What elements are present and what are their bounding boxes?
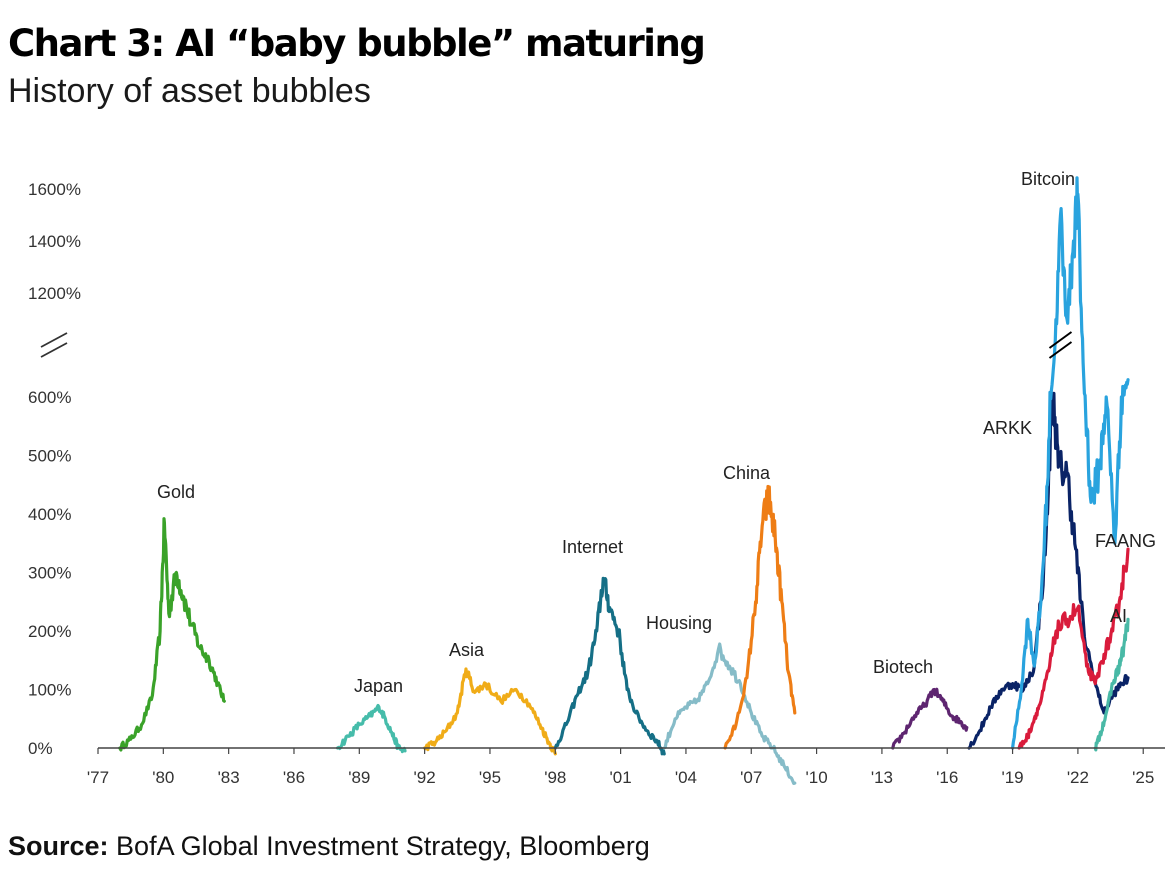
y-tick-label: 300% <box>28 564 71 583</box>
x-tick-label: '83 <box>218 768 240 787</box>
page-subtitle: History of asset bubbles <box>8 72 371 110</box>
label-layer: Gold Japan Asia Internet Housing China Biotech… <box>157 169 1156 696</box>
series-line-housing <box>662 642 797 785</box>
series-label-faang: FAANG <box>1095 531 1156 551</box>
series-label-internet: Internet <box>562 537 623 557</box>
x-tick-label: '89 <box>348 768 370 787</box>
source-note: Source: BofA Global Investment Strategy,… <box>8 831 650 862</box>
page-title: Chart 3: AI “baby bubble” maturing <box>8 22 706 65</box>
series-line-bitcoin <box>1011 176 1130 750</box>
series-line-gold <box>118 517 226 752</box>
x-tick-label: '95 <box>479 768 501 787</box>
y-axis-break-mark <box>40 332 68 348</box>
y-tick-label: 100% <box>28 681 71 700</box>
x-tick-label: '98 <box>544 768 566 787</box>
series-line-internet <box>553 576 666 756</box>
axis-layer: '77 '80 '83 '86 '89 '92 '95 '98 '01 '04 '07 '10 '13 '… <box>28 180 1165 787</box>
series-label-gold: Gold <box>157 482 195 502</box>
series-label-biotech: Biotech <box>873 657 933 677</box>
y-tick-label: 200% <box>28 622 71 641</box>
x-tick-label: '22 <box>1067 768 1089 787</box>
y-tick-label: 1200% <box>28 284 81 303</box>
series-line-biotech <box>891 687 969 750</box>
series-label-china: China <box>723 463 771 483</box>
y-axis-break-mark <box>40 342 68 358</box>
y-tick-label: 500% <box>28 447 71 466</box>
series-break-mark <box>1048 341 1073 359</box>
series-line-arkk <box>967 391 1130 750</box>
x-tick-label: '19 <box>1001 768 1023 787</box>
x-tick-label: '04 <box>675 768 697 787</box>
series-line-faang <box>1017 547 1130 750</box>
x-tick-label: '01 <box>610 768 632 787</box>
x-tick-label: '77 <box>87 768 109 787</box>
series-layer <box>118 176 1130 785</box>
series-line-china <box>723 484 797 750</box>
series-break-mark <box>1048 331 1073 349</box>
series-label-asia: Asia <box>449 640 485 660</box>
x-tick-label: '80 <box>152 768 174 787</box>
y-tick-label: 1400% <box>28 232 81 251</box>
x-tick-label: '07 <box>740 768 762 787</box>
y-tick-label: 400% <box>28 505 71 524</box>
source-text: BofA Global Investment Strategy, Bloombe… <box>116 831 650 861</box>
x-tick-label: '25 <box>1132 768 1154 787</box>
source-label: Source: <box>8 831 109 861</box>
x-tick-label: '13 <box>871 768 893 787</box>
y-tick-label: 0% <box>28 739 53 758</box>
x-tick-label: '16 <box>936 768 958 787</box>
series-label-ai: AI <box>1110 606 1127 626</box>
series-line-japan <box>335 703 407 754</box>
series-line-asia <box>423 667 557 756</box>
y-tick-label: 600% <box>28 388 71 407</box>
series-label-arkk: ARKK <box>983 418 1032 438</box>
series-line-ai <box>1093 617 1130 752</box>
x-tick-label: '10 <box>806 768 828 787</box>
y-tick-label: 1600% <box>28 180 81 199</box>
series-label-japan: Japan <box>354 676 403 696</box>
x-tick-label: '92 <box>414 768 436 787</box>
series-label-housing: Housing <box>646 613 712 633</box>
series-label-bitcoin: Bitcoin <box>1021 169 1075 189</box>
x-tick-label: '86 <box>283 768 305 787</box>
